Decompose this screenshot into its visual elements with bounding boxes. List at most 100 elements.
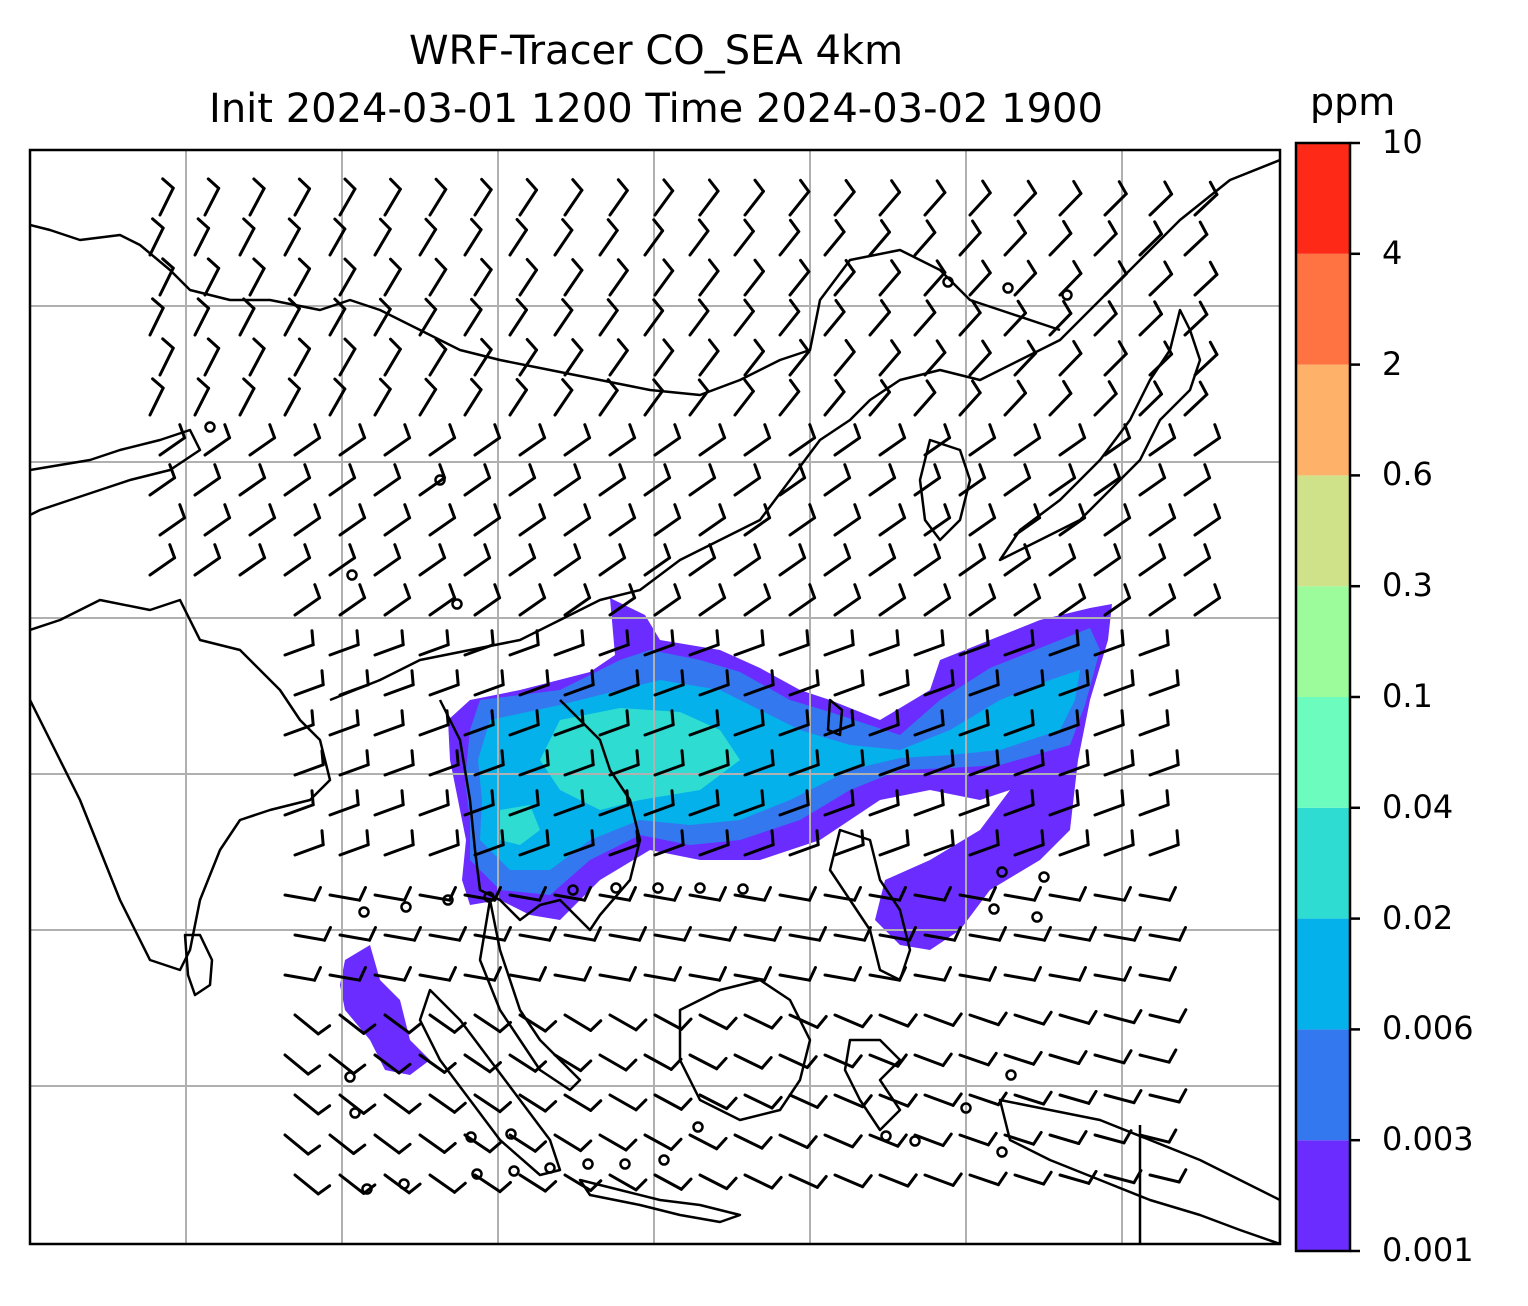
wind-barb	[598, 218, 619, 257]
wind-barb	[823, 966, 862, 982]
wind-barb	[878, 583, 907, 617]
colorbar-unit-label: ppm	[1310, 80, 1396, 124]
wind-barb	[383, 1093, 422, 1115]
wind-barb	[788, 749, 820, 777]
wind-barb	[778, 543, 807, 577]
wind-barb	[833, 926, 872, 942]
wind-barb	[248, 503, 277, 537]
wind-barb	[293, 749, 325, 777]
wind-barb	[158, 423, 187, 457]
wind-barb	[563, 423, 592, 457]
wind-barb	[778, 629, 810, 657]
wind-barb	[923, 1012, 963, 1027]
colorbar-segment	[1296, 1140, 1350, 1251]
wind-barb	[1058, 179, 1083, 217]
wind-barb	[283, 966, 322, 982]
colorbar-tick-label: 0.04	[1382, 787, 1454, 826]
wind-barb	[508, 297, 528, 337]
wind-barb	[788, 1013, 828, 1029]
wind-barb	[833, 829, 865, 857]
wind-barb	[158, 337, 175, 377]
colorbar-segment	[1296, 807, 1350, 919]
wind-barb	[608, 1173, 648, 1192]
wind-barb	[473, 1013, 512, 1034]
wind-barb	[293, 503, 322, 537]
wind-barb	[868, 219, 891, 257]
wind-barb	[338, 669, 370, 697]
wind-barb	[428, 177, 448, 217]
wind-barb	[913, 543, 942, 577]
wind-barb	[238, 463, 267, 497]
wind-barb	[598, 629, 630, 657]
wind-barb	[643, 543, 672, 577]
wind-barb	[1003, 629, 1035, 657]
wind-barb	[428, 337, 448, 377]
wind-barb	[878, 926, 917, 942]
wind-barb	[518, 1093, 558, 1113]
wind-barb	[283, 297, 301, 337]
wind-barb	[328, 463, 357, 497]
wind-barb	[1138, 1128, 1178, 1144]
wind-barb	[778, 966, 817, 982]
wind-barb	[248, 337, 266, 377]
calm-wind-circle	[737, 883, 749, 895]
wind-barb	[913, 966, 952, 982]
wind-barb	[418, 1133, 457, 1154]
wind-barb	[788, 1093, 828, 1109]
wind-barb	[383, 829, 415, 857]
wind-barb	[868, 299, 891, 337]
wind-barb	[923, 339, 947, 377]
wind-barb	[1103, 423, 1132, 457]
wind-barb	[833, 1013, 873, 1029]
wind-barb	[1003, 966, 1042, 982]
colorbar-tick-label: 10	[1382, 123, 1423, 161]
colorbar-tick-label: 0.1	[1382, 677, 1433, 715]
wind-barb	[1193, 260, 1219, 297]
wind-barb	[688, 789, 720, 817]
wind-barb	[923, 179, 947, 217]
wind-barb	[238, 297, 256, 337]
wind-barb	[913, 789, 945, 817]
calm-wind-circle	[880, 1130, 892, 1142]
wind-barb	[923, 1092, 963, 1107]
wind-barb	[373, 629, 405, 657]
wind-barb	[328, 217, 347, 257]
wind-barb	[1148, 340, 1174, 377]
wind-barb	[563, 338, 584, 377]
wind-barb	[1093, 789, 1125, 817]
wind-barb	[698, 1013, 738, 1031]
wind-barb	[1058, 749, 1090, 777]
wind-barb	[598, 709, 630, 737]
wind-barb	[958, 1051, 998, 1067]
wind-barb	[373, 297, 392, 337]
wind-barb	[1093, 709, 1125, 737]
wind-barb	[778, 378, 801, 417]
wind-barb	[563, 258, 584, 297]
wind-barb	[823, 1053, 863, 1069]
wind-barb	[643, 886, 682, 902]
wind-barb	[608, 749, 640, 777]
wind-barb	[823, 378, 846, 417]
wind-barb	[518, 1013, 558, 1033]
wind-barb	[923, 423, 952, 457]
calm-wind-circle	[349, 1107, 361, 1119]
wind-barb	[733, 709, 765, 737]
wind-barb	[688, 543, 717, 577]
wind-barb	[743, 258, 765, 297]
wind-barb	[383, 177, 402, 217]
wind-barb	[1183, 463, 1212, 497]
coast-sulawesi	[843, 1038, 902, 1132]
wind-barb	[733, 218, 755, 257]
wind-barb	[743, 503, 772, 537]
wind-barb	[958, 789, 990, 817]
wind-barb	[923, 583, 952, 617]
wind-barb	[1058, 669, 1090, 697]
wind-barb	[563, 669, 595, 697]
wind-barb	[193, 463, 222, 497]
wind-barb	[1103, 260, 1128, 297]
wind-barb	[968, 503, 997, 537]
wind-barb	[698, 258, 720, 297]
wind-barb	[283, 789, 315, 817]
wind-barb	[688, 709, 720, 737]
wind-barb	[733, 966, 772, 982]
